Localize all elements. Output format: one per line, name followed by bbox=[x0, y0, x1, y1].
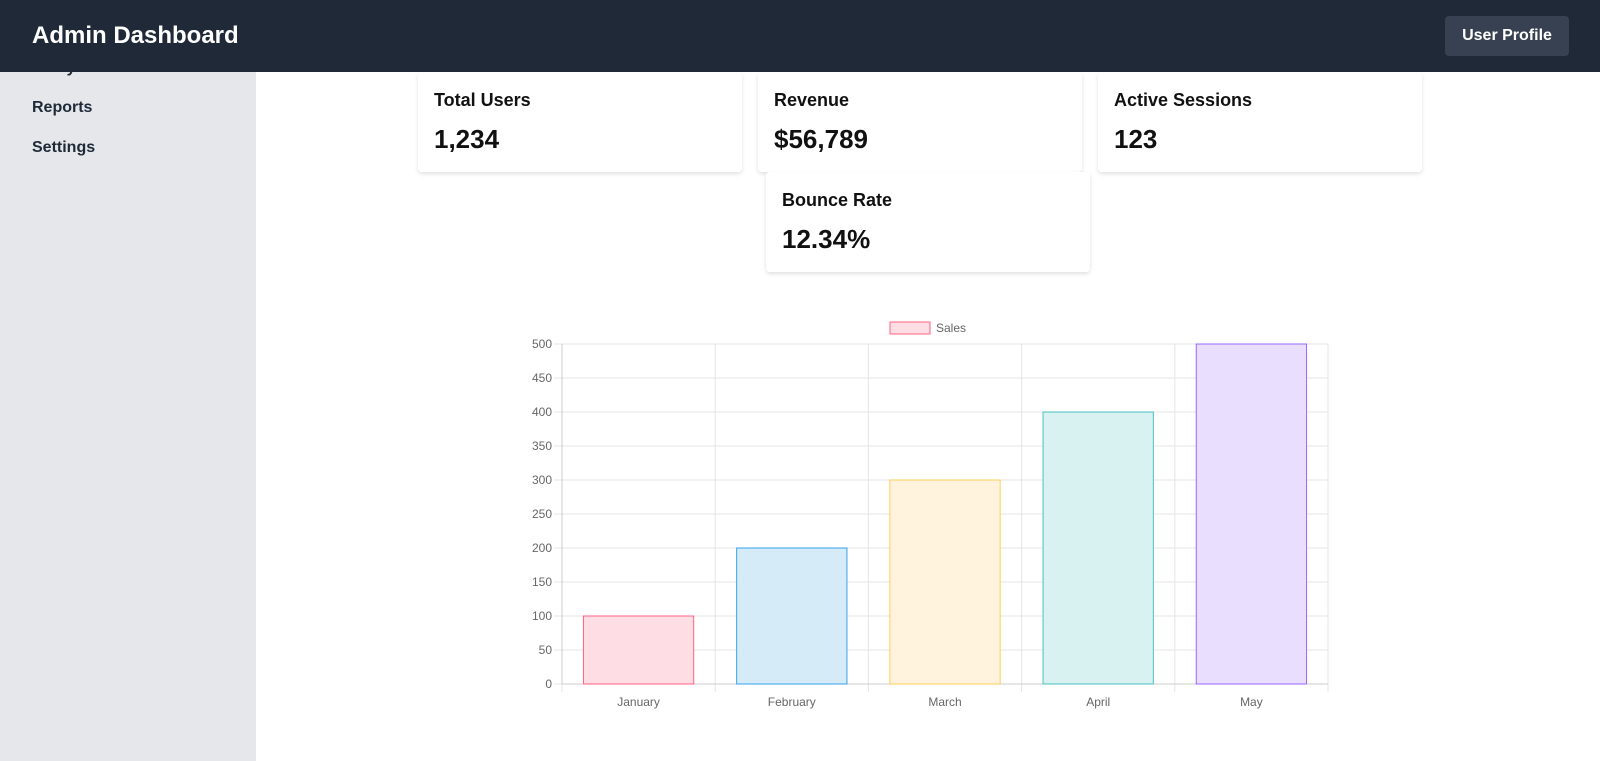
stat-card-value: $56,789 bbox=[774, 124, 868, 154]
x-tick-label: March bbox=[928, 695, 961, 709]
y-tick-label: 250 bbox=[532, 507, 552, 521]
bar-february bbox=[736, 547, 848, 685]
stat-card-value: 12.34% bbox=[782, 224, 871, 254]
y-tick-label: 500 bbox=[532, 337, 552, 351]
sidebar-item-reports[interactable]: Reports bbox=[32, 99, 93, 116]
sidebar-item-settings[interactable]: Settings bbox=[32, 139, 96, 156]
legend-label: Sales bbox=[936, 321, 966, 335]
y-tick-label: 0 bbox=[545, 677, 552, 691]
stat-card-title: Bounce Rate bbox=[782, 190, 893, 210]
stat-card-title: Total Users bbox=[434, 90, 531, 110]
stat-card-active-sessions: Active Sessions 123 bbox=[1098, 72, 1422, 172]
y-tick-label: 150 bbox=[532, 575, 552, 589]
stat-card-bounce-rate: Bounce Rate 12.34% bbox=[766, 172, 1090, 272]
y-tick-label: 50 bbox=[539, 643, 553, 657]
stat-card-title: Revenue bbox=[774, 90, 850, 110]
bar-march bbox=[889, 479, 1001, 685]
legend-swatch bbox=[889, 321, 931, 335]
top-header: Admin Dashboard User Profile bbox=[0, 0, 1600, 72]
stat-card-value: 1,234 bbox=[434, 124, 500, 154]
bar-january bbox=[582, 615, 695, 685]
y-tick-label: 400 bbox=[532, 405, 552, 419]
stat-card-title: Active Sessions bbox=[1114, 90, 1253, 110]
x-tick-label: April bbox=[1086, 695, 1110, 709]
y-tick-label: 300 bbox=[532, 473, 552, 487]
user-profile-button[interactable]: User Profile bbox=[1445, 16, 1569, 56]
bar-april bbox=[1042, 411, 1154, 685]
app-title: Admin Dashboard bbox=[32, 22, 239, 49]
stat-card-revenue: Revenue $56,789 bbox=[758, 72, 1082, 172]
x-tick-label: January bbox=[617, 695, 660, 709]
x-tick-label: February bbox=[768, 695, 816, 709]
x-tick-label: May bbox=[1240, 695, 1263, 709]
bar-may bbox=[1195, 343, 1308, 685]
y-tick-label: 450 bbox=[532, 371, 552, 385]
y-tick-label: 100 bbox=[532, 609, 552, 623]
sidebar: Analytics Reports Settings bbox=[0, 0, 256, 761]
stat-card-total-users: Total Users 1,234 bbox=[418, 72, 742, 172]
y-tick-label: 350 bbox=[532, 439, 552, 453]
stat-card-value: 123 bbox=[1114, 124, 1158, 154]
y-tick-label: 200 bbox=[532, 541, 552, 555]
